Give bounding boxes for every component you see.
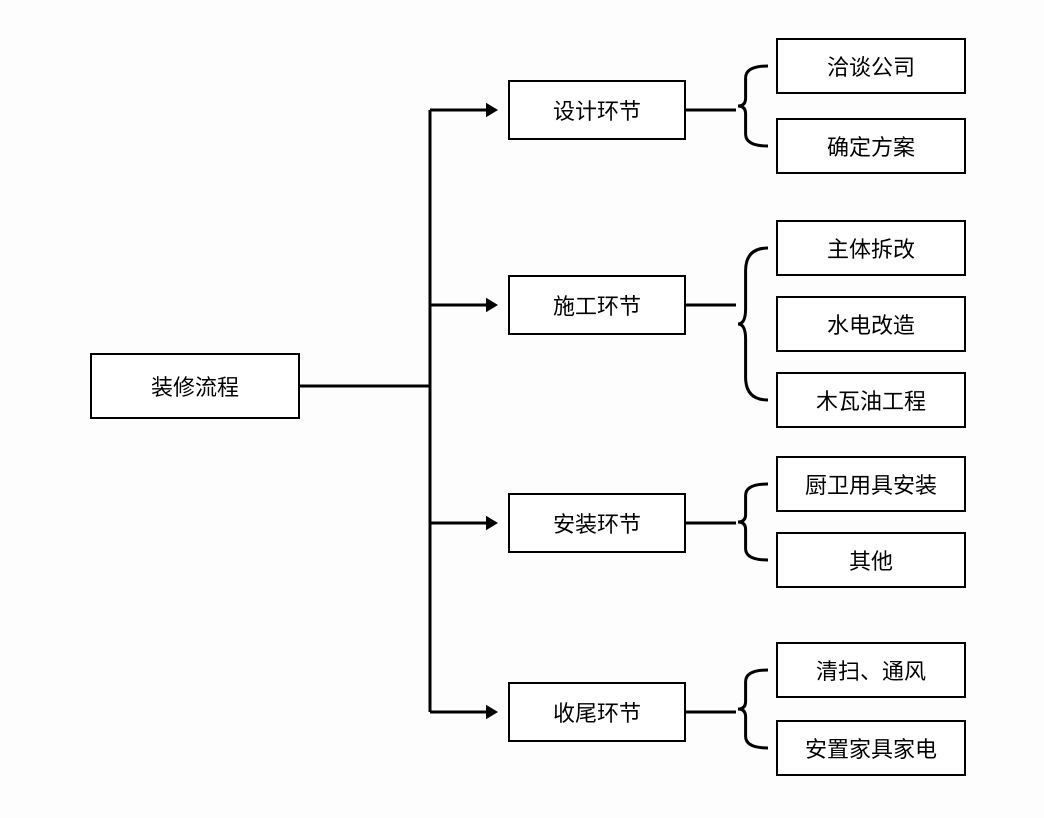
root-node-label: 装修流程 — [151, 370, 239, 402]
stage-node-design: 设计环节 — [508, 80, 686, 140]
leaf-node-construction-0: 主体拆改 — [776, 220, 966, 276]
leaf-node-finishing-1-label: 安置家具家电 — [805, 732, 937, 764]
stage-node-installation-label: 安装环节 — [553, 507, 641, 539]
leaf-node-installation-0: 厨卫用具安装 — [776, 456, 966, 512]
stage-node-installation: 安装环节 — [508, 493, 686, 553]
leaf-node-design-1: 确定方案 — [776, 118, 966, 174]
leaf-node-design-0-label: 洽谈公司 — [827, 50, 915, 82]
leaf-node-design-0: 洽谈公司 — [776, 38, 966, 94]
leaf-node-construction-1: 水电改造 — [776, 296, 966, 352]
stage-node-design-label: 设计环节 — [553, 94, 641, 126]
stage-node-finishing-label: 收尾环节 — [553, 696, 641, 728]
process-tree-diagram: 装修流程 设计环节 洽谈公司确定方案施工环节 主体拆改水电改造木瓦油工程安装环节 厨卫用… — [0, 0, 1044, 818]
stage-node-construction-label: 施工环节 — [553, 289, 641, 321]
leaf-node-finishing-0: 清扫、通风 — [776, 642, 966, 698]
stage-node-construction: 施工环节 — [508, 275, 686, 335]
leaf-node-construction-0-label: 主体拆改 — [827, 232, 915, 264]
leaf-node-installation-1: 其他 — [776, 532, 966, 588]
leaf-node-construction-2-label: 木瓦油工程 — [816, 384, 926, 416]
leaf-node-installation-0-label: 厨卫用具安装 — [805, 468, 937, 500]
leaf-node-construction-2: 木瓦油工程 — [776, 372, 966, 428]
leaf-node-finishing-0-label: 清扫、通风 — [816, 654, 926, 686]
root-node: 装修流程 — [90, 353, 300, 419]
leaf-node-construction-1-label: 水电改造 — [827, 308, 915, 340]
leaf-node-design-1-label: 确定方案 — [827, 130, 915, 162]
leaf-node-finishing-1: 安置家具家电 — [776, 720, 966, 776]
leaf-node-installation-1-label: 其他 — [849, 544, 893, 576]
stage-node-finishing: 收尾环节 — [508, 682, 686, 742]
